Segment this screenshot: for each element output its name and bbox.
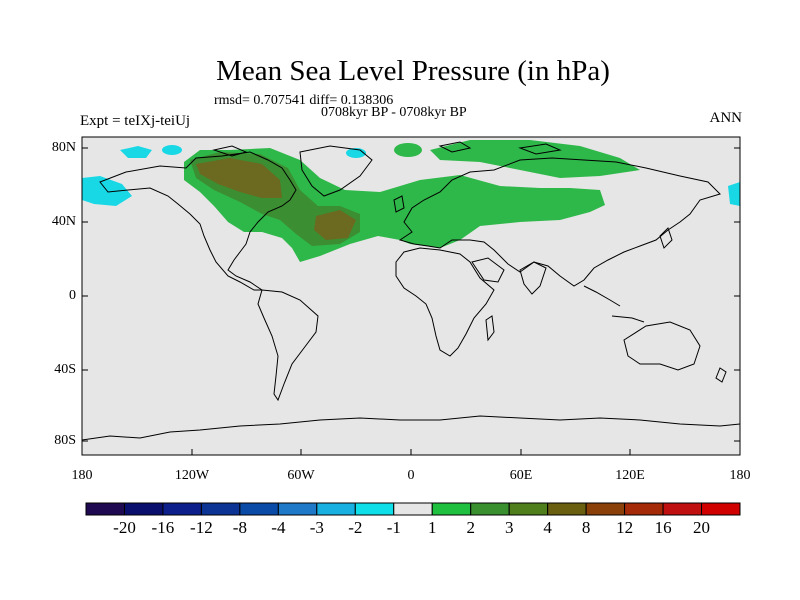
anomaly-region-3-4 (196, 158, 282, 198)
lon-label-180w: 180 (71, 468, 93, 483)
colorbar-label: -3 (309, 518, 324, 537)
anomaly-region-1-2 (394, 143, 422, 157)
axis-ticks (81, 147, 741, 455)
colorbar-box (123, 502, 164, 516)
colorbar-label: -16 (151, 518, 175, 537)
lon-label-0: 0 (407, 468, 415, 483)
colorbar-box (624, 502, 664, 516)
lat-label-40n: 40N (51, 214, 76, 229)
colorbar-label: 16 (654, 518, 672, 537)
colorbar-label: 12 (616, 518, 634, 537)
colorbar-box (239, 502, 279, 516)
colorbar-box (585, 502, 626, 516)
lon-label-60w: 60W (287, 468, 315, 483)
colorbar-box (200, 502, 241, 516)
colorbar-box (162, 502, 202, 516)
colorbar-box (354, 502, 395, 516)
lon-label-120e: 120E (615, 468, 645, 483)
lon-label-60e: 60E (509, 468, 533, 483)
colorbar-box (393, 502, 433, 516)
anomaly-region-neg-2-1 (120, 146, 152, 158)
colorbar-box (470, 502, 510, 516)
colorbar-label: -12 (190, 518, 213, 537)
colorbar-box (85, 502, 125, 516)
colorbar-box (277, 502, 318, 516)
colorbar-box (701, 502, 741, 516)
colorbar-label: 3 (504, 518, 514, 537)
colorbar-box (508, 502, 549, 516)
season-label: ANN (709, 110, 743, 126)
colorbar-label: 4 (543, 518, 552, 537)
colorbar-label: -4 (271, 518, 286, 537)
stats-line: rmsd= 0.707541 diff= 0.138306 (214, 93, 394, 108)
colorbar-label: 8 (581, 518, 591, 537)
lon-label-180e: 180 (729, 468, 751, 483)
plot-title: Mean Sea Level Pressure (in hPa) (216, 55, 610, 87)
coastlines (82, 141, 740, 441)
anomaly-region-neg-2-1 (728, 182, 740, 206)
colorbar-label: -2 (348, 518, 363, 537)
colorbar-label: -20 (113, 518, 136, 537)
lat-label-80n: 80N (51, 140, 76, 155)
colorbar-box (662, 502, 703, 516)
colorbar-label: 1 (427, 518, 437, 537)
colorbar-label: 2 (466, 518, 475, 537)
period-line: 0708kyr BP - 0708kyr BP (321, 105, 467, 120)
lon-label-120w: 120W (174, 468, 210, 483)
colorbar-label: -1 (386, 518, 401, 537)
anomaly-region-neg-2-1 (162, 145, 182, 155)
colorbar-box (431, 502, 472, 516)
experiment-line: Expt = teIXj-teiUj (80, 113, 191, 129)
lat-label-0: 0 (69, 288, 76, 303)
colorbar-label: 20 (693, 518, 710, 537)
lat-label-80s: 80S (54, 433, 76, 448)
anomaly-region-3-4 (314, 210, 356, 240)
colorbar-box (316, 502, 356, 516)
lat-label-40s: 40S (54, 362, 76, 377)
colorbar-box (547, 502, 587, 516)
colorbar-label: -8 (232, 518, 247, 537)
